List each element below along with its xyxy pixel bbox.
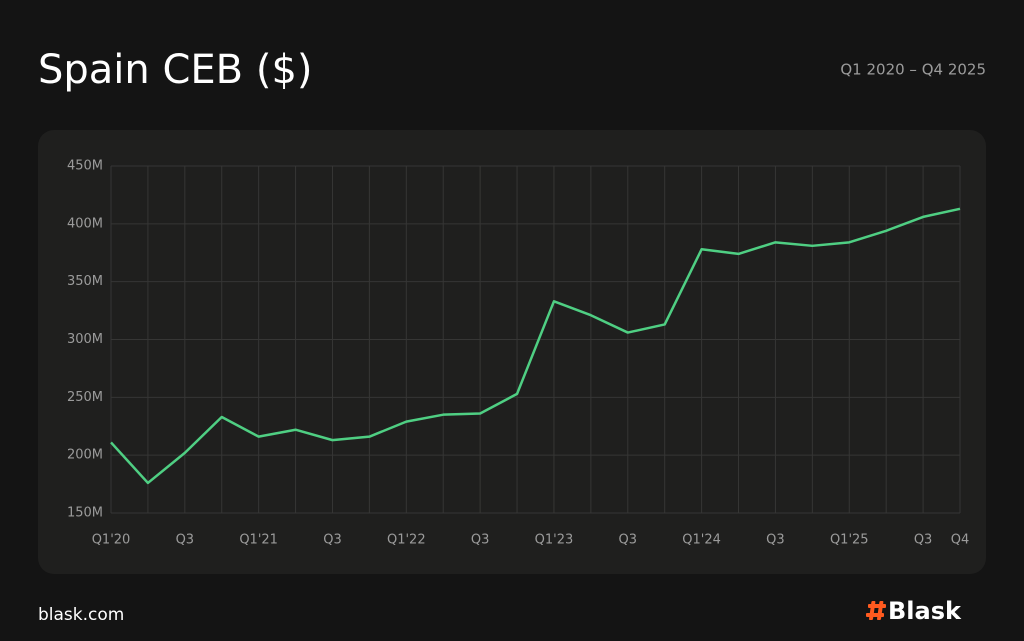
x-tick-label: Q3 (176, 533, 195, 548)
x-tick-label: Q3 (619, 533, 638, 548)
x-tick-label: Q1'20 (92, 533, 131, 548)
y-tick-label: 350M (67, 274, 103, 289)
x-tick-label: Q3 (766, 533, 785, 548)
x-tick-label: Q1'22 (387, 533, 426, 548)
x-tick-label: Q1'23 (535, 533, 574, 548)
source-link: blask.com (38, 605, 124, 625)
x-tick-label: Q3 (914, 533, 933, 548)
chart-title: Spain CEB ($) (38, 47, 313, 93)
x-tick-label: Q4 (951, 533, 970, 548)
chart-card (38, 130, 986, 574)
x-tick-label: Q3 (323, 533, 342, 548)
x-tick-label: Q1'25 (830, 533, 869, 548)
plot-area: 150M 200M 250M 300M 350M 400M 450M Q1'20 Q3 Q1'21… (67, 159, 969, 548)
y-tick-label: 400M (67, 216, 103, 231)
x-tick-label: Q1'24 (682, 533, 721, 548)
brand-icon (866, 601, 886, 620)
chart-subtitle: Q1 2020 – Q4 2025 (840, 61, 986, 79)
y-tick-label: 300M (67, 332, 103, 347)
y-tick-label: 200M (67, 448, 103, 463)
brand-name: Blask (888, 597, 962, 625)
y-tick-label: 450M (67, 159, 103, 174)
brand-logo: Blask (866, 597, 962, 625)
x-tick-label: Q1'21 (239, 533, 278, 548)
data-line (110, 207, 961, 485)
x-tick-label: Q3 (471, 533, 490, 548)
y-tick-label: 250M (67, 390, 103, 405)
y-tick-label: 150M (67, 506, 103, 521)
